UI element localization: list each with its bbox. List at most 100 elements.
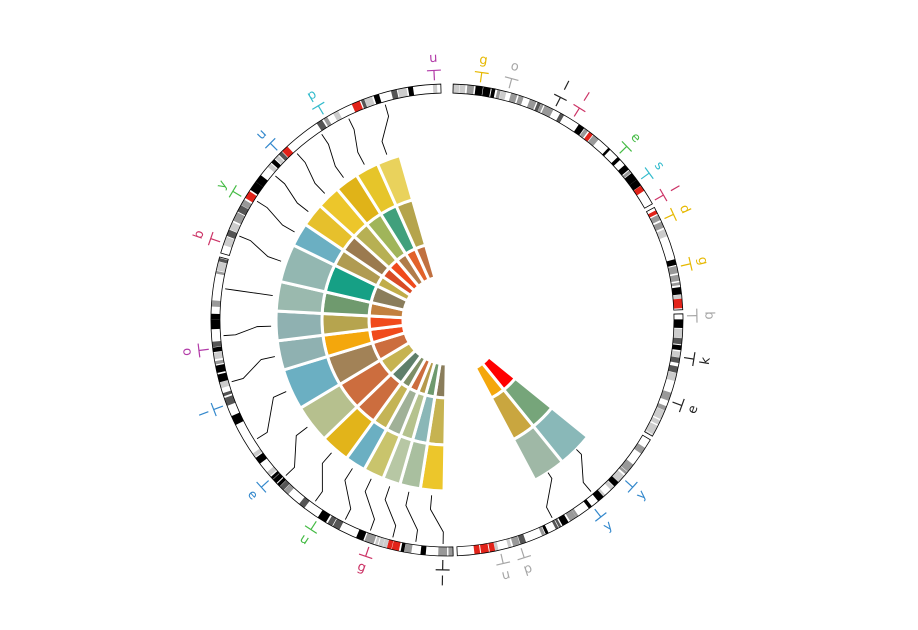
ideogram-band-0 — [448, 546, 454, 556]
connector-line-17 — [381, 104, 390, 155]
outer-label-3: l — [553, 79, 571, 107]
ideogram-band-26 — [602, 147, 611, 157]
ideogram-band-15 — [282, 146, 294, 158]
label-text: p — [305, 87, 320, 104]
label-cap — [228, 185, 237, 198]
ideogram-band-28 — [611, 157, 621, 166]
label-text: l — [440, 574, 444, 589]
label-cap — [678, 398, 685, 413]
ideogram-band-22 — [323, 116, 332, 127]
ideogram-band-31 — [622, 170, 632, 179]
label-cap — [256, 481, 267, 493]
ideogram-band-34 — [407, 86, 415, 97]
outer-label-5: e — [619, 130, 644, 154]
ideogram-band-27 — [506, 538, 512, 548]
label-text: l — [666, 184, 681, 195]
label-text: u — [297, 531, 312, 548]
outer-label-1: g — [474, 53, 489, 83]
ideogram-band-6 — [241, 199, 252, 210]
connector-line-7 — [256, 391, 287, 440]
ideogram-band-14 — [652, 407, 665, 420]
label-cap — [474, 70, 489, 75]
label-tick — [500, 553, 504, 564]
ideogram-band-18 — [554, 518, 562, 528]
ideogram-band-25 — [517, 533, 527, 545]
outer-label-26: p — [305, 87, 325, 115]
ideogram-band-1 — [459, 84, 466, 94]
ideogram-segment-2 — [644, 313, 684, 437]
ideogram-base — [644, 313, 684, 437]
outer-label-16: u — [496, 553, 512, 584]
label-cap — [627, 481, 638, 493]
label-tick — [624, 480, 634, 488]
ideogram-band-46 — [215, 364, 226, 374]
outer-label-2: o — [504, 59, 521, 89]
label-cap — [504, 76, 519, 81]
heatmap-right-block — [473, 354, 590, 483]
ideogram-band-13 — [534, 102, 541, 112]
ideogram-band-33 — [255, 452, 268, 464]
ideogram-band-5 — [618, 466, 628, 475]
ideogram-band-12 — [671, 286, 682, 296]
label-tick — [683, 356, 695, 360]
label-tick — [260, 480, 270, 488]
ideogram-band-0 — [452, 84, 460, 94]
connector-line-12 — [256, 200, 295, 233]
ideogram-segment-5 — [220, 83, 442, 257]
ideogram-band-14 — [364, 532, 377, 545]
label-tick — [232, 190, 242, 197]
ideogram-band-1 — [223, 236, 235, 248]
label-text: y — [214, 178, 231, 193]
label-text: k — [698, 356, 714, 366]
label-cap — [312, 101, 325, 110]
ideogram-base — [220, 84, 442, 256]
connector-line-11 — [239, 235, 282, 262]
ideogram-band-3 — [474, 85, 484, 96]
connector-line-4 — [344, 468, 353, 520]
ideogram-outline — [456, 434, 651, 557]
ideogram-band-4 — [232, 212, 246, 225]
label-text: p — [522, 561, 534, 578]
ideogram-outline — [645, 206, 684, 311]
outer-label-0: u — [426, 51, 441, 81]
ideogram-outline — [452, 83, 653, 209]
connector-line-15 — [321, 134, 344, 178]
ideogram-band-7 — [499, 90, 507, 101]
ideogram-band-15 — [541, 105, 554, 118]
ideogram-band-22 — [538, 526, 546, 536]
ideogram-band-48 — [213, 351, 224, 360]
connector-line-6 — [285, 426, 308, 476]
ideogram-band-45 — [217, 372, 229, 383]
ideogram-band-4 — [672, 344, 682, 351]
ideogram-band-17 — [558, 514, 569, 526]
label-tick — [573, 107, 580, 117]
connector-line-18 — [576, 449, 592, 492]
ideogram-band-31 — [479, 543, 490, 554]
connector-line-1 — [405, 491, 418, 542]
label-tick — [680, 263, 691, 267]
ideogram-band-28 — [277, 477, 287, 487]
label-cap — [688, 256, 693, 271]
ideogram-band-22 — [583, 131, 593, 142]
ideogram-segment-0 — [452, 83, 653, 209]
ideogram-band-47 — [214, 359, 225, 365]
label-tick — [508, 78, 513, 89]
connector-line-10 — [225, 288, 273, 296]
outer-label-12: e — [672, 398, 702, 416]
label-text: d — [676, 202, 693, 216]
ideogram-segment-3 — [456, 434, 651, 557]
ideogram-band-18 — [332, 518, 344, 530]
connector-line-8 — [231, 356, 275, 383]
outer-label-8: d — [664, 202, 693, 221]
label-cap — [517, 554, 532, 561]
connector-line-16 — [348, 118, 365, 165]
outer-label-20: e — [244, 480, 270, 503]
ideogram-band-17 — [555, 112, 565, 123]
ideogram-band-13 — [374, 536, 381, 546]
ideogram-band-12 — [271, 159, 281, 169]
ideogram-band-15 — [571, 508, 579, 518]
ideogram-band-10 — [386, 539, 394, 550]
label-cap — [621, 140, 633, 152]
ideogram-band-33 — [397, 87, 408, 99]
